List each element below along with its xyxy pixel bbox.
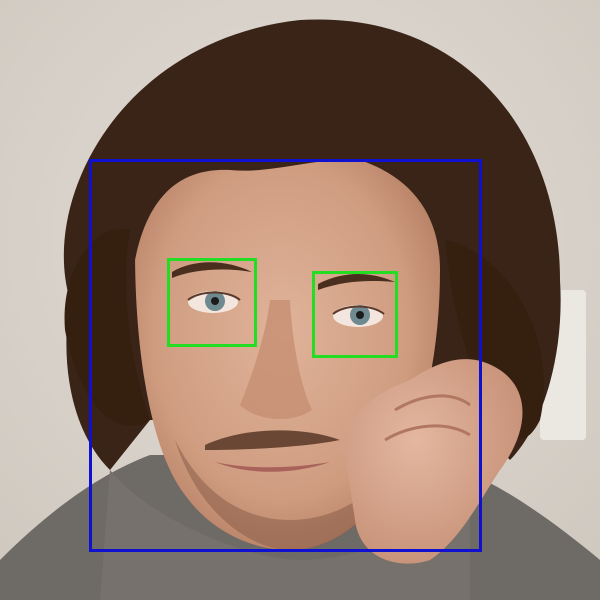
hair-side-right bbox=[445, 240, 544, 439]
face-detection-box bbox=[89, 159, 482, 552]
eye-detection-box-right bbox=[312, 271, 398, 358]
eye-detection-box-left bbox=[167, 258, 257, 347]
hair-fringe bbox=[119, 80, 471, 260]
finger-crease bbox=[394, 394, 471, 412]
mouth bbox=[215, 462, 330, 472]
nose bbox=[240, 300, 312, 420]
hand bbox=[344, 359, 523, 564]
sweater-collar bbox=[100, 470, 470, 600]
eye-left bbox=[187, 291, 241, 313]
hair-side-left bbox=[64, 228, 150, 426]
eye-right bbox=[332, 305, 385, 327]
beard-stubble bbox=[175, 440, 400, 551]
eyebrow-left bbox=[172, 262, 252, 278]
mustache bbox=[205, 430, 340, 450]
eyebrow-right bbox=[318, 274, 395, 290]
finger-crease bbox=[384, 424, 471, 442]
